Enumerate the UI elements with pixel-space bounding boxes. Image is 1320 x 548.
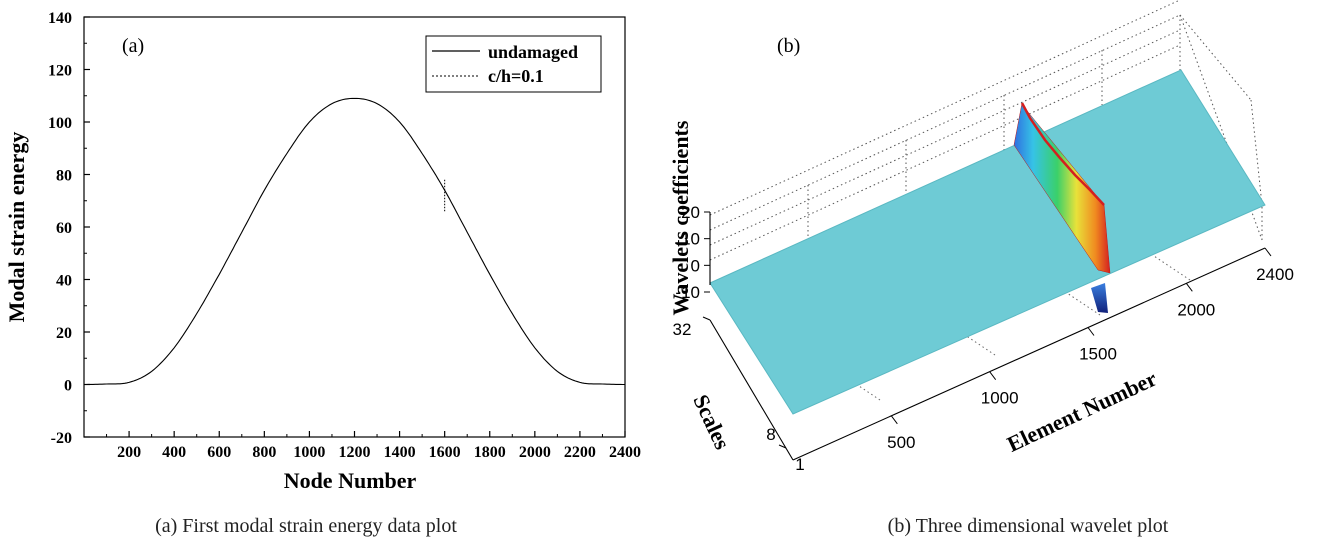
x-tick-label-a: 2200	[564, 444, 596, 461]
y-tick-label-a: 80	[56, 168, 72, 185]
y-tick-label-a: 40	[56, 273, 72, 290]
x-tick-label-a: 2000	[519, 444, 551, 461]
y-tick-label-a: 140	[48, 10, 72, 27]
panel-label-a: (a)	[122, 35, 144, 57]
y-tick-label-a: 0	[64, 378, 72, 395]
legend-box	[425, 35, 602, 93]
panel-b-3d-surface: 500 1000 1500 2000 2400 1 8 32 -10 0 10 20 (b) Wa…	[668, 0, 1294, 474]
x-tick-label-a: 600	[207, 444, 231, 461]
y-axis-label-b: Scales	[688, 391, 735, 454]
caption-a: (a) First modal strain energy data plot	[155, 515, 457, 537]
x-tick-b	[1185, 283, 1193, 292]
y-tick-label-a: 60	[56, 220, 72, 237]
y-tick-b	[702, 316, 711, 321]
y-tick-label-b: 8	[766, 425, 775, 444]
x-tick-b	[890, 415, 898, 425]
trough-feature	[1091, 283, 1108, 313]
y-tick-label-a: 120	[48, 63, 72, 80]
x-tick-label-a: 1200	[339, 444, 371, 461]
x-tick-label-b: 2400	[1256, 265, 1294, 284]
caption-b: (b) Three dimensional wavelet plot	[888, 515, 1169, 537]
x-tick-b	[1087, 327, 1095, 336]
legend-label-undamaged: undamaged	[488, 42, 578, 62]
x-tick-label-a: 800	[252, 444, 276, 461]
x-tick-label-b: 1500	[1079, 345, 1117, 364]
x-tick-label-b: 500	[887, 433, 915, 452]
panel-a-line-chart: 200 400 600 800 1000 1200 1400 1600 1800 2000 2200…	[4, 10, 641, 493]
x-tick-label-a: 2400	[609, 444, 641, 461]
x-tick-b	[989, 371, 997, 380]
y-axis-label-a: Modal strain energy	[4, 132, 29, 323]
legend-a: undamaged c/h=0.1	[425, 35, 602, 93]
x-tick-label-b: 1000	[981, 389, 1019, 408]
z-axis-label-b: Wavelets coefficients	[668, 120, 693, 315]
series-line-undamaged	[84, 97, 625, 386]
z-tick-label-b: 10	[681, 230, 700, 249]
x-axis-label-b: Element Number	[1003, 366, 1161, 457]
legend-label-ch01: c/h=0.1	[488, 66, 544, 86]
y-tick-b	[778, 444, 787, 449]
z-tick-label-b: 20	[681, 203, 700, 222]
x-tick-label-a: 1600	[429, 444, 461, 461]
y-tick-label-a: -20	[51, 430, 72, 447]
wavelet-surface	[709, 69, 1266, 415]
x-tick-label-b: 2000	[1177, 300, 1215, 319]
x-tick-label-a: 1400	[384, 444, 416, 461]
y-tick-label-b: 32	[673, 320, 692, 339]
panel-label-b: (b)	[777, 35, 800, 57]
x-tick-label-a: 200	[117, 444, 141, 461]
y-tick-label-a: 100	[48, 115, 72, 132]
y-tick-label-a: 20	[56, 325, 72, 342]
ridge-crest	[1020, 102, 1105, 206]
x-axis-label-a: Node Number	[284, 468, 417, 493]
z-tick-label-b: -10	[675, 283, 700, 302]
x-tick-label-a: 400	[162, 444, 186, 461]
x-tick-b	[1264, 247, 1272, 257]
y-tick-label-b: 1	[795, 455, 804, 474]
z-tick-label-b: 0	[691, 256, 700, 275]
x-tick-label-a: 1800	[474, 444, 506, 461]
x-tick-label-a: 1000	[293, 444, 325, 461]
